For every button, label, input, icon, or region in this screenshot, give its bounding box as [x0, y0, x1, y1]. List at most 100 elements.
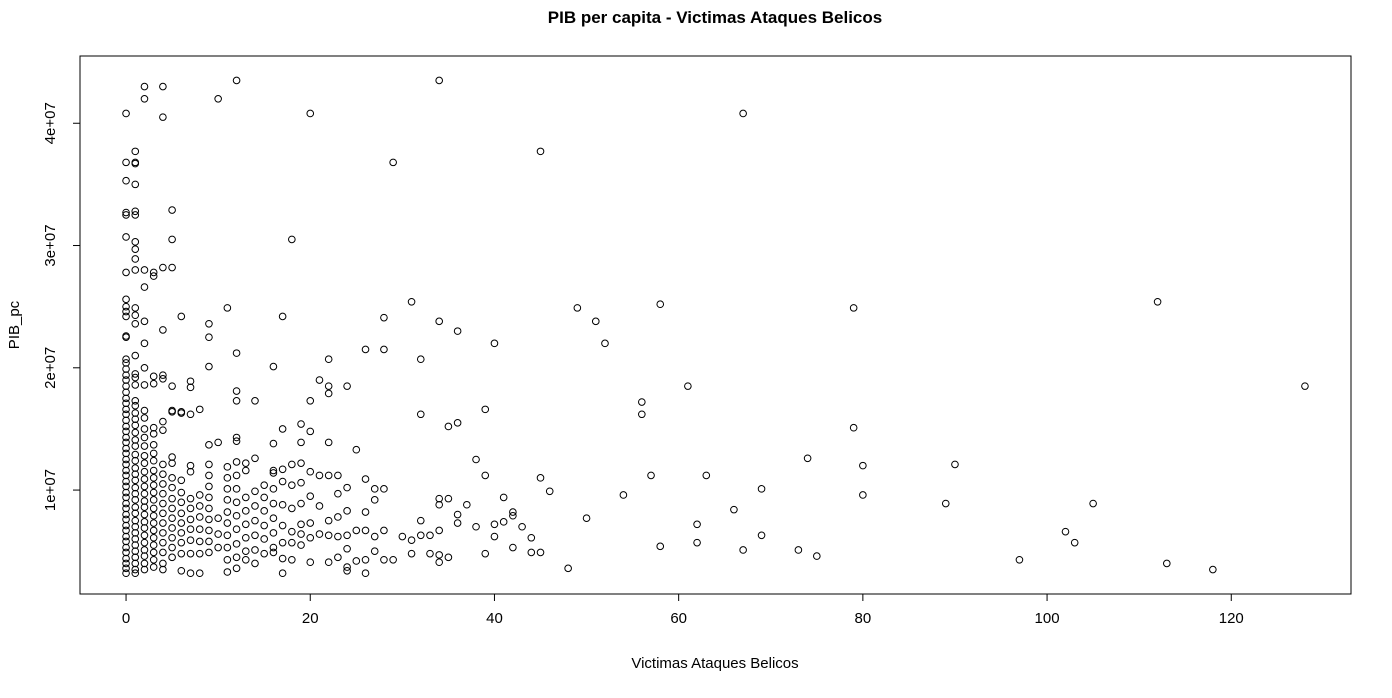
data-point: [315, 376, 324, 384]
data-point: [140, 94, 149, 103]
data-point: [149, 548, 158, 557]
data-point: [131, 421, 140, 430]
data-point: [122, 438, 130, 447]
data-point: [1015, 555, 1024, 564]
data-point: [693, 538, 701, 547]
data-point: [186, 461, 195, 470]
data-point: [168, 494, 176, 503]
data-point: [131, 464, 140, 472]
data-point: [370, 532, 379, 541]
data-point: [223, 474, 232, 482]
data-point: [702, 471, 711, 480]
data-point: [941, 499, 950, 508]
data-point: [122, 208, 130, 217]
data-point: [195, 569, 204, 578]
data-point: [131, 401, 140, 410]
data-point: [536, 548, 545, 557]
data-point: [1301, 382, 1309, 390]
data-point: [269, 485, 278, 493]
data-point: [269, 548, 278, 557]
data-point: [186, 515, 195, 524]
data-point: [122, 482, 130, 491]
data-point: [122, 302, 130, 311]
data-point: [149, 423, 158, 432]
data-point: [324, 471, 333, 480]
data-point: [389, 158, 397, 167]
data-point: [177, 312, 186, 321]
data-point: [122, 388, 130, 397]
data-point: [380, 485, 388, 493]
data-point: [693, 520, 701, 529]
data-point: [140, 524, 149, 532]
data-point: [131, 456, 140, 465]
data-point: [159, 82, 167, 91]
data-point: [297, 459, 305, 467]
data-point: [131, 516, 140, 525]
data-point: [131, 569, 140, 578]
data-point: [232, 471, 241, 480]
y-tick-label: 2e+07: [42, 347, 59, 389]
data-point: [168, 483, 176, 492]
data-point: [131, 207, 140, 216]
data-point: [140, 381, 149, 389]
data-point: [149, 449, 158, 458]
data-point: [140, 317, 149, 326]
data-point: [140, 552, 149, 560]
data-point: [278, 312, 287, 321]
data-point: [352, 526, 361, 535]
data-point: [140, 406, 149, 415]
data-point: [122, 158, 130, 167]
data-point: [269, 439, 278, 448]
data-point: [140, 559, 149, 568]
x-tick-label: 60: [670, 610, 687, 627]
data-point: [149, 379, 158, 388]
data-point: [232, 485, 241, 493]
data-point: [131, 304, 140, 312]
data-point: [159, 480, 167, 488]
data-point: [177, 409, 186, 417]
data-point: [361, 508, 370, 516]
data-point: [122, 268, 130, 277]
data-point: [205, 471, 213, 480]
data-point: [159, 565, 167, 574]
data-point: [122, 382, 130, 390]
data-point: [527, 548, 536, 557]
data-point: [122, 399, 130, 408]
data-point: [186, 549, 195, 558]
data-point: [223, 304, 232, 312]
data-point: [131, 565, 140, 574]
data-point: [131, 319, 140, 328]
data-point: [122, 176, 130, 185]
x-tick-label: 100: [1035, 610, 1060, 627]
data-point: [140, 482, 149, 491]
data-point: [241, 459, 250, 467]
data-point: [122, 312, 130, 321]
data-point: [324, 558, 333, 567]
data-point: [122, 233, 130, 241]
data-point: [490, 532, 499, 541]
data-point: [131, 509, 140, 518]
data-point: [159, 417, 167, 426]
data-point: [131, 397, 140, 405]
data-point: [177, 509, 186, 518]
data-point: [159, 326, 167, 334]
data-point: [269, 529, 278, 537]
data-point: [131, 483, 140, 492]
data-point: [435, 526, 443, 535]
data-point: [306, 427, 315, 436]
data-point: [407, 297, 416, 306]
data-point: [545, 487, 554, 496]
data-point: [472, 522, 480, 531]
data-point: [435, 76, 443, 85]
data-point: [131, 535, 140, 543]
data-point: [223, 531, 232, 540]
data-point: [177, 519, 186, 527]
data-point: [435, 317, 443, 326]
data-point: [131, 255, 140, 263]
data-point: [306, 397, 315, 405]
data-point: [260, 481, 269, 489]
data-point: [122, 416, 130, 425]
data-point: [159, 426, 167, 434]
data-point: [241, 555, 250, 564]
data-point: [288, 504, 296, 513]
